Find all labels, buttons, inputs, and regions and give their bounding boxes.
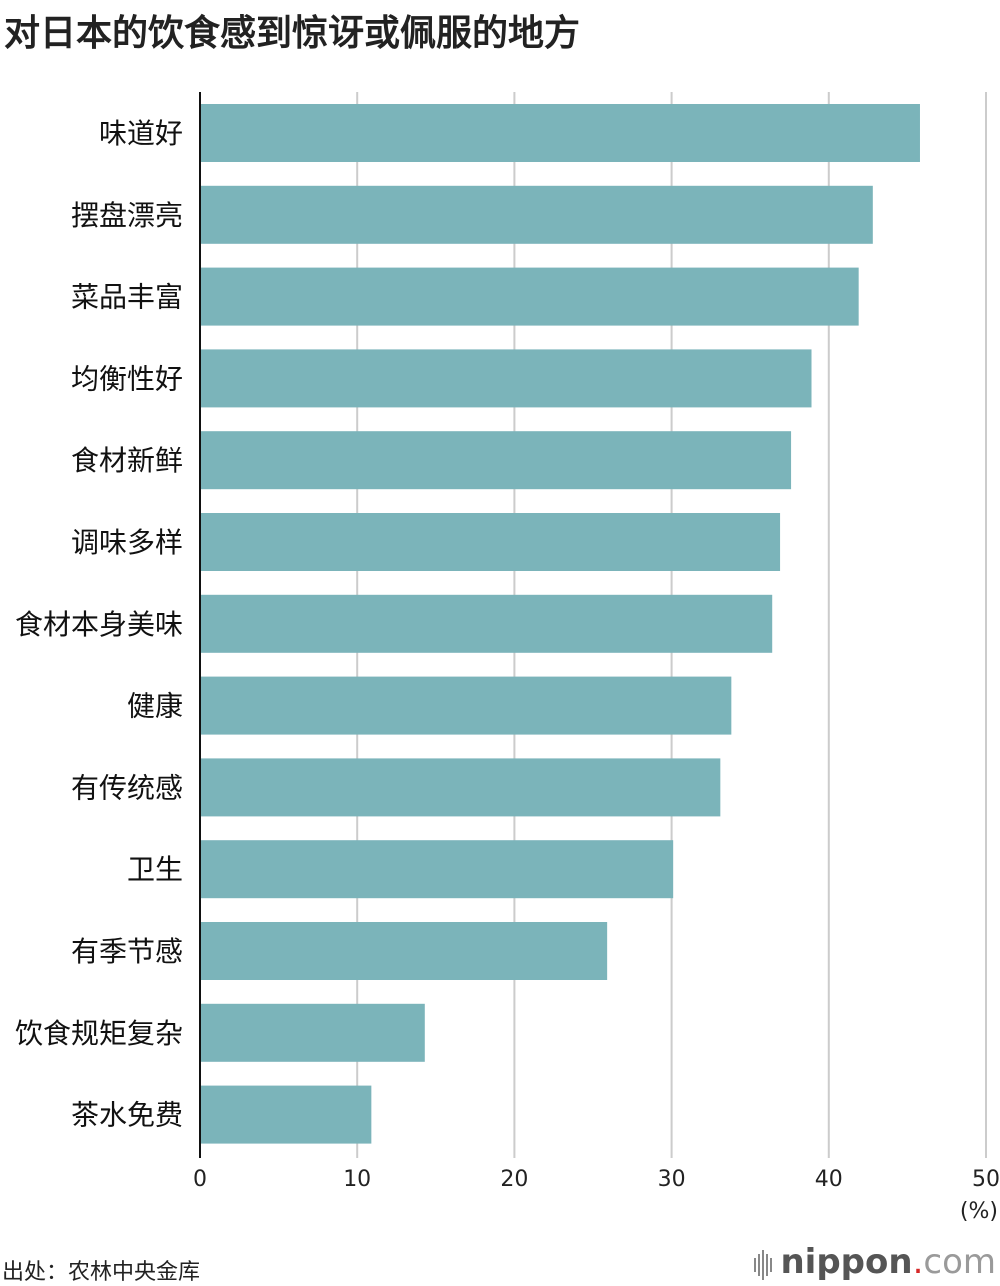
x-tick-labels: 0 10 20 30 40 50 bbox=[193, 1167, 1000, 1192]
chart-title: 对日本的饮食感到惊讶或佩服的地方 bbox=[4, 13, 581, 54]
nippon-logo: nippon.com bbox=[754, 1242, 996, 1284]
bar bbox=[200, 267, 859, 326]
unit-label: (%) bbox=[960, 1199, 998, 1224]
bar bbox=[200, 758, 721, 817]
x-tick-label: 30 bbox=[658, 1167, 686, 1192]
x-tick-label: 0 bbox=[193, 1167, 207, 1192]
x-tick-label: 10 bbox=[343, 1167, 371, 1192]
category-label: 健康 bbox=[127, 690, 183, 723]
bar bbox=[200, 676, 732, 735]
category-label: 均衡性好 bbox=[71, 362, 183, 395]
bar bbox=[200, 104, 920, 162]
category-label: 食材本身美味 bbox=[15, 608, 183, 641]
bar bbox=[200, 1085, 372, 1144]
bar bbox=[200, 513, 781, 571]
category-label: 食材新鲜 bbox=[71, 444, 183, 477]
category-label: 饮食规矩复杂 bbox=[15, 1017, 183, 1050]
x-tick-label: 20 bbox=[500, 1167, 528, 1192]
bar-chart: 味道好摆盘漂亮菜品丰富均衡性好食材新鲜调味多样食材本身美味健康有传统感卫生有季节… bbox=[15, 92, 1000, 1224]
bar bbox=[200, 594, 773, 653]
category-label: 菜品丰富 bbox=[71, 281, 183, 314]
x-tick-label: 40 bbox=[815, 1167, 843, 1192]
category-labels: 味道好摆盘漂亮菜品丰富均衡性好食材新鲜调味多样食材本身美味健康有传统感卫生有季节… bbox=[15, 117, 183, 1132]
bar bbox=[200, 922, 608, 980]
bar bbox=[200, 349, 812, 408]
bar bbox=[200, 1003, 425, 1062]
category-label: 调味多样 bbox=[71, 526, 183, 559]
bar bbox=[200, 840, 674, 899]
category-label: 有传统感 bbox=[71, 771, 183, 804]
source-note: 出处：农林中央金库 bbox=[2, 1260, 201, 1285]
category-label: 味道好 bbox=[99, 117, 183, 150]
category-label: 茶水免费 bbox=[71, 1099, 183, 1132]
bar bbox=[200, 431, 792, 490]
bar bbox=[200, 185, 873, 244]
sound-bars-icon bbox=[754, 1244, 774, 1284]
bars bbox=[200, 104, 920, 1144]
category-label: 有季节感 bbox=[71, 935, 183, 968]
x-tick-label: 50 bbox=[972, 1167, 1000, 1192]
category-label: 卫生 bbox=[127, 853, 183, 886]
category-label: 摆盘漂亮 bbox=[71, 199, 183, 232]
